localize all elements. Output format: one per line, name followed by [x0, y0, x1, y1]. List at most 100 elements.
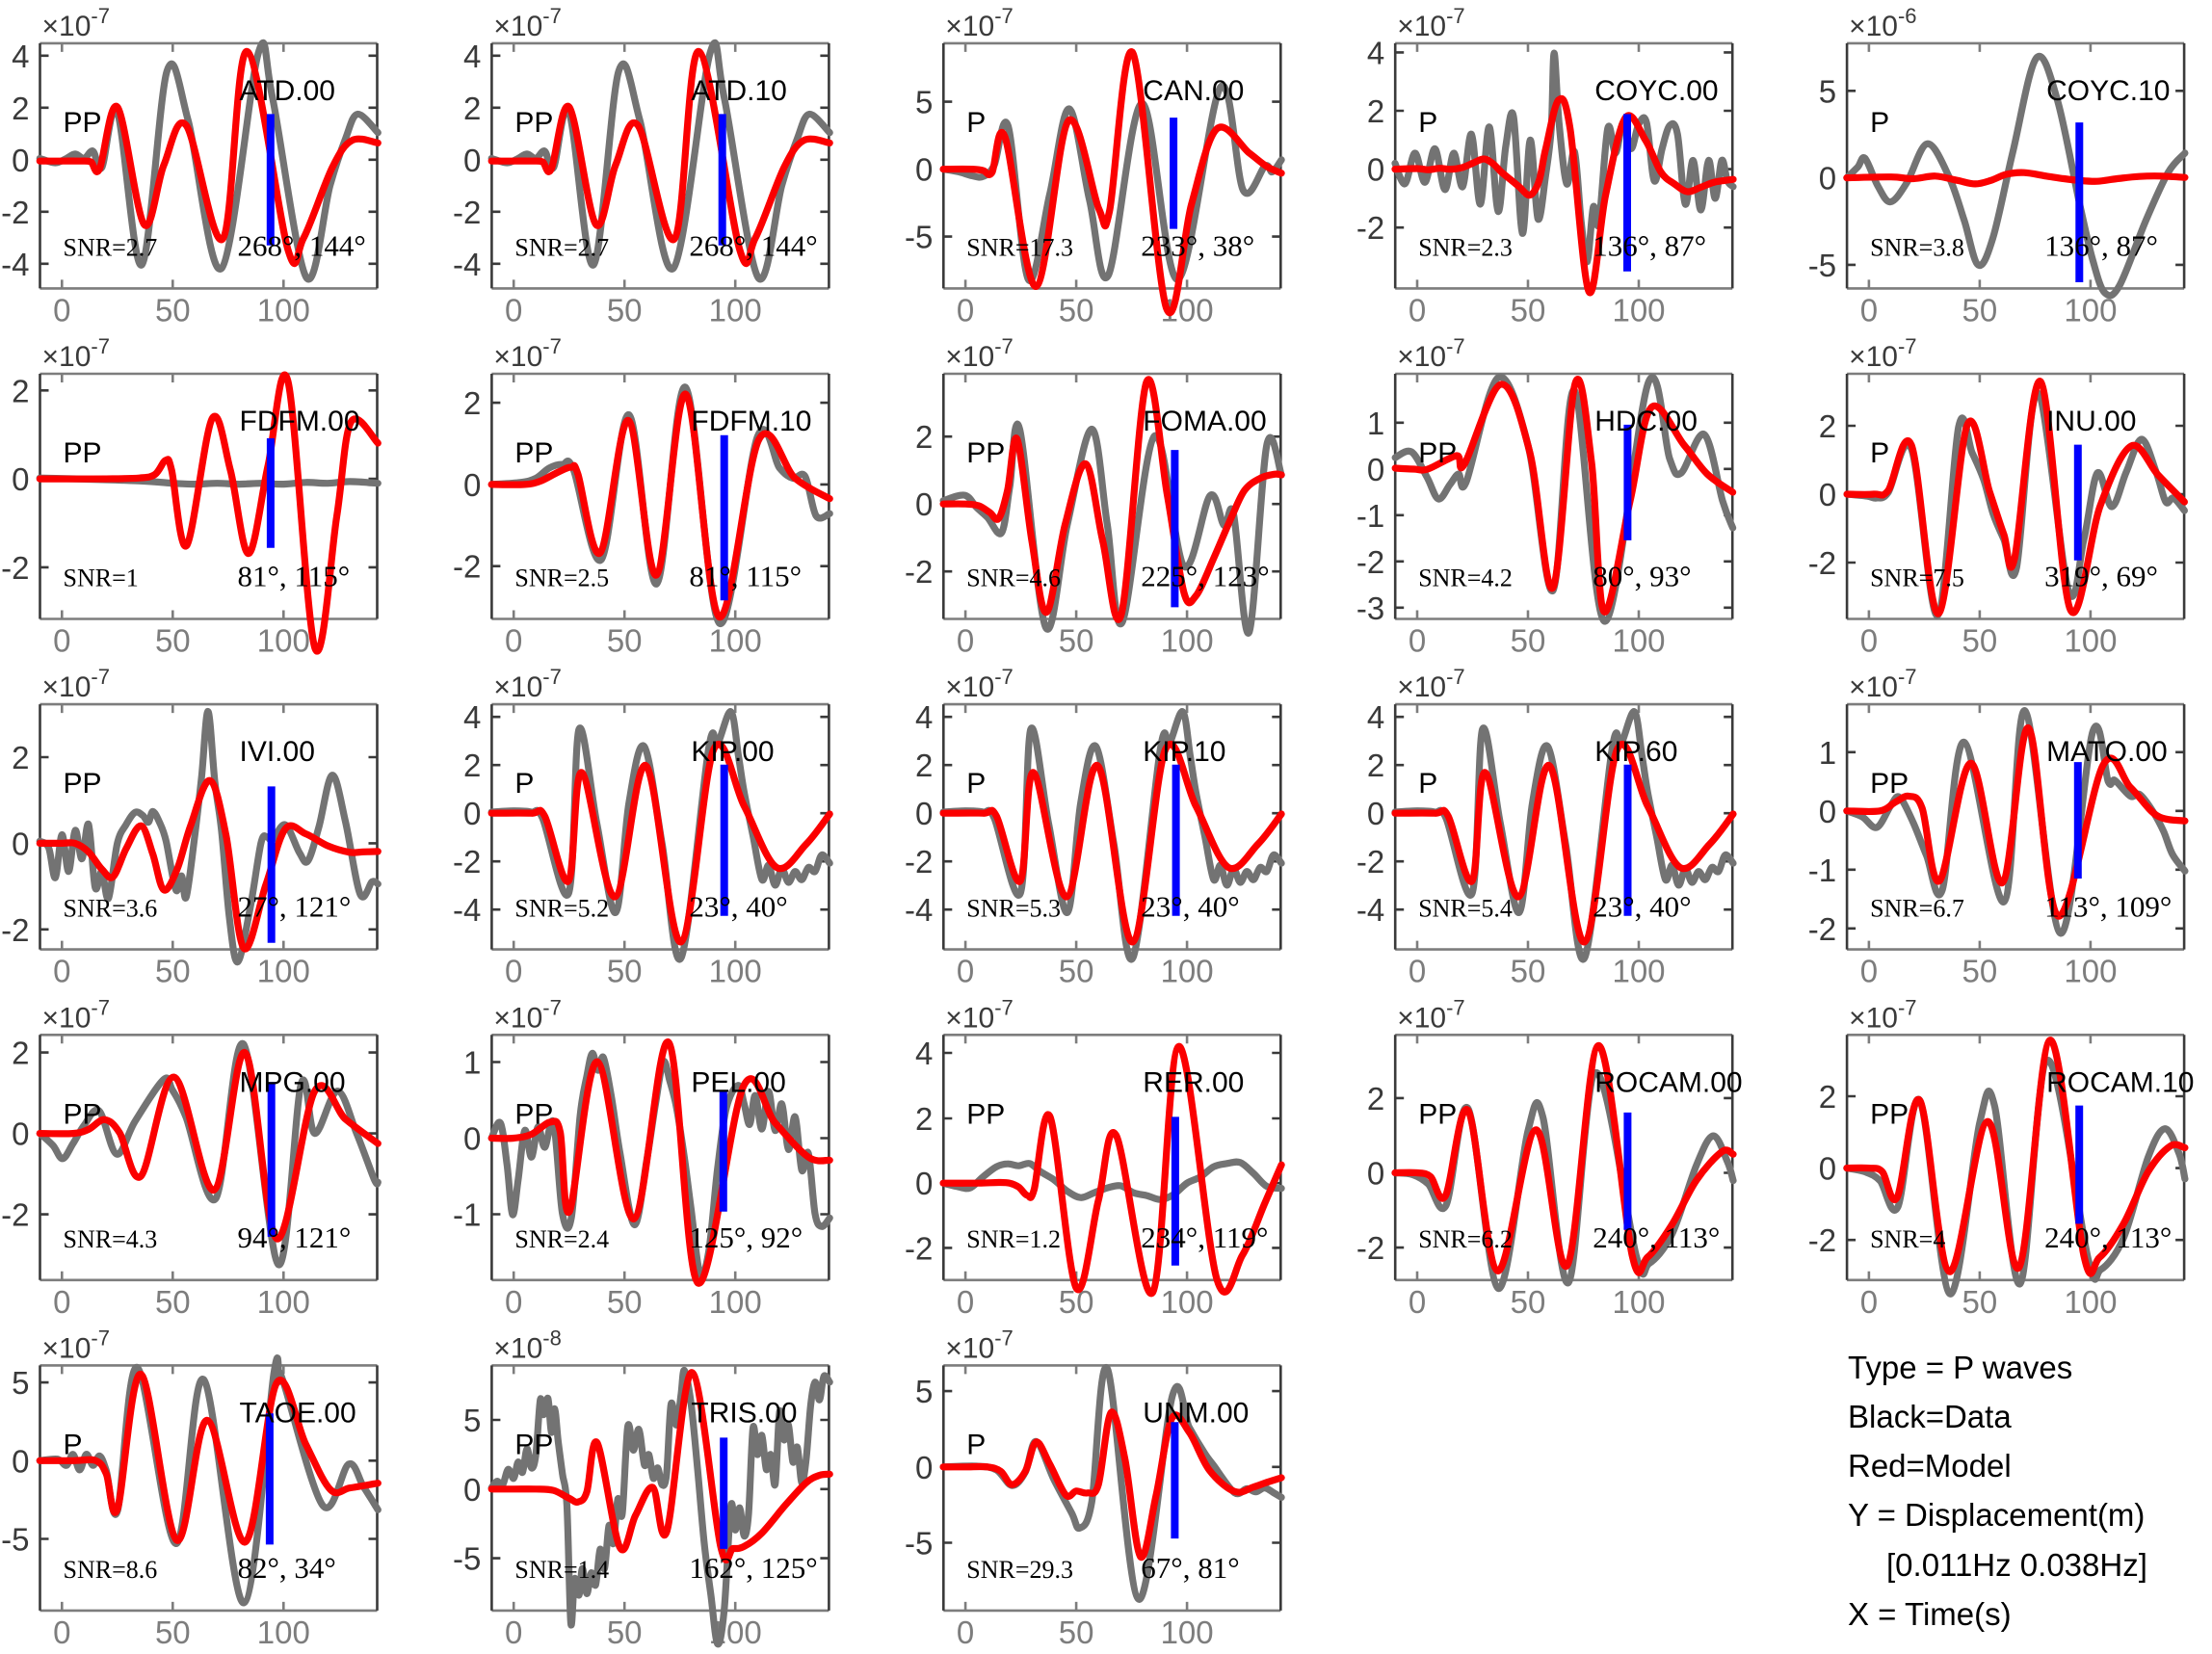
svg-text:50: 50: [1962, 623, 1998, 659]
svg-text:0: 0: [463, 1472, 481, 1508]
svg-text:2: 2: [12, 740, 29, 775]
svg-text:0: 0: [53, 623, 70, 659]
svg-text:P: P: [1418, 768, 1437, 800]
svg-text:100: 100: [257, 292, 310, 328]
svg-text:2: 2: [463, 748, 481, 783]
svg-text:268°, 144°: 268°, 144°: [238, 228, 366, 262]
svg-text:0: 0: [1819, 1151, 1836, 1187]
svg-text:FOMA.00: FOMA.00: [1143, 406, 1266, 437]
svg-text:TRIS.00: TRIS.00: [691, 1397, 797, 1429]
svg-text:67°, 81°: 67°, 81°: [1141, 1551, 1239, 1585]
svg-text:100: 100: [1612, 954, 1665, 989]
svg-text:-1: -1: [453, 1197, 481, 1233]
svg-text:PP: PP: [1870, 768, 1909, 800]
svg-text:-2: -2: [1, 195, 29, 230]
svg-text:P: P: [1870, 107, 1889, 139]
svg-text:4: 4: [1367, 35, 1384, 70]
svg-text:UNM.00: UNM.00: [1143, 1397, 1249, 1429]
svg-text:50: 50: [1962, 954, 1998, 989]
svg-text:319°, 69°: 319°, 69°: [2044, 560, 2158, 593]
svg-text:0: 0: [53, 1615, 70, 1649]
svg-text:0: 0: [915, 1450, 933, 1485]
svg-text:-2: -2: [905, 1230, 933, 1266]
svg-text:100: 100: [1612, 1284, 1665, 1320]
svg-text:113°, 109°: 113°, 109°: [2044, 890, 2172, 924]
svg-text:0: 0: [12, 826, 29, 861]
svg-text:0: 0: [505, 1284, 522, 1320]
svg-text:KIP.60: KIP.60: [1594, 736, 1677, 768]
svg-text:100: 100: [257, 1284, 310, 1320]
svg-text:-1: -1: [1356, 498, 1384, 534]
svg-text:-2: -2: [1356, 844, 1384, 880]
svg-text:50: 50: [607, 1284, 643, 1320]
svg-text:1: 1: [1819, 735, 1836, 771]
svg-text:ROCAM.10: ROCAM.10: [2046, 1066, 2194, 1098]
svg-text:MATO.00: MATO.00: [2046, 736, 2168, 768]
svg-text:2: 2: [915, 1101, 933, 1137]
svg-text:P: P: [966, 768, 986, 800]
svg-text:SNR=1: SNR=1: [64, 564, 139, 592]
svg-text:50: 50: [1962, 292, 1998, 328]
svg-text:2: 2: [1819, 1079, 1836, 1115]
svg-text:-2: -2: [1808, 911, 1836, 947]
svg-text:P: P: [514, 768, 534, 800]
svg-text:4: 4: [915, 699, 933, 735]
svg-text:2: 2: [12, 1036, 29, 1071]
svg-text:-4: -4: [1356, 892, 1384, 928]
svg-text:50: 50: [1511, 623, 1546, 659]
svg-text:5: 5: [1819, 73, 1836, 109]
svg-text:IVI.00: IVI.00: [240, 736, 315, 768]
svg-text:Red=Model: Red=Model: [1848, 1448, 2012, 1483]
svg-text:0: 0: [505, 1615, 522, 1649]
svg-text:-4: -4: [453, 247, 481, 282]
svg-text:SNR=2.7: SNR=2.7: [514, 233, 609, 261]
svg-text:125°, 92°: 125°, 92°: [689, 1221, 803, 1254]
svg-text:KIP.00: KIP.00: [691, 736, 774, 768]
svg-text:100: 100: [257, 623, 310, 659]
svg-text:×10-7: ×10-7: [1397, 665, 1464, 703]
svg-text:SNR=5.4: SNR=5.4: [1418, 895, 1513, 923]
svg-text:23°, 40°: 23°, 40°: [689, 890, 787, 924]
svg-text:50: 50: [155, 1615, 191, 1649]
svg-text:0: 0: [12, 143, 29, 178]
svg-text:50: 50: [1511, 1284, 1546, 1320]
svg-text:-3: -3: [1356, 591, 1384, 626]
svg-text:RER.00: RER.00: [1143, 1066, 1244, 1098]
svg-text:PP: PP: [1418, 437, 1457, 469]
svg-text:0: 0: [53, 954, 70, 989]
svg-text:-2: -2: [1, 912, 29, 948]
svg-text:0: 0: [1819, 161, 1836, 197]
svg-text:100: 100: [2064, 623, 2117, 659]
svg-text:-5: -5: [1, 1522, 29, 1558]
svg-text:0: 0: [1860, 623, 1878, 659]
svg-text:0: 0: [1367, 796, 1384, 831]
svg-text:KIP.10: KIP.10: [1143, 736, 1225, 768]
svg-text:1: 1: [463, 1045, 481, 1081]
svg-text:23°, 40°: 23°, 40°: [1593, 890, 1691, 924]
svg-text:2: 2: [12, 91, 29, 126]
svg-text:0: 0: [463, 143, 481, 178]
svg-text:100: 100: [709, 954, 762, 989]
svg-text:×10-7: ×10-7: [1397, 4, 1464, 42]
svg-text:5: 5: [12, 1365, 29, 1401]
svg-text:50: 50: [1511, 292, 1546, 328]
svg-text:225°, 123°: 225°, 123°: [1141, 560, 1269, 593]
svg-text:100: 100: [709, 1284, 762, 1320]
svg-text:SNR=4.2: SNR=4.2: [1418, 564, 1513, 592]
svg-text:0: 0: [505, 954, 522, 989]
svg-text:SNR=29.3: SNR=29.3: [966, 1556, 1073, 1584]
svg-text:PP: PP: [966, 1098, 1005, 1130]
svg-text:0: 0: [463, 467, 481, 503]
svg-text:100: 100: [1161, 954, 1214, 989]
svg-text:SNR=3.6: SNR=3.6: [64, 895, 158, 923]
svg-text:SNR=4: SNR=4: [1870, 1225, 1945, 1253]
svg-text:SNR=4.6: SNR=4.6: [966, 564, 1061, 592]
svg-text:4: 4: [12, 39, 29, 74]
svg-text:100: 100: [709, 292, 762, 328]
svg-text:100: 100: [257, 1615, 310, 1649]
svg-text:SNR=5.2: SNR=5.2: [514, 895, 609, 923]
svg-text:0: 0: [1409, 292, 1426, 328]
svg-text:0: 0: [463, 1121, 481, 1157]
svg-text:-2: -2: [1356, 1230, 1384, 1266]
svg-text:-5: -5: [905, 220, 933, 255]
